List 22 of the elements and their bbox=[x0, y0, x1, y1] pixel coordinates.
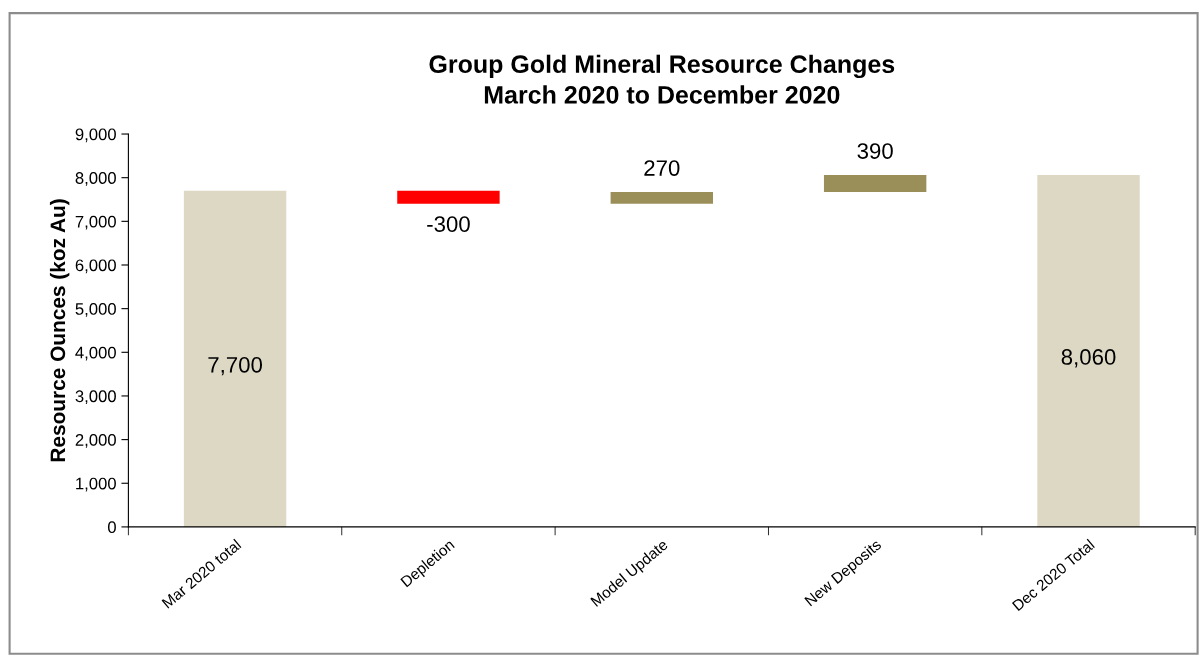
y-tick-label: 6,000 bbox=[75, 259, 116, 274]
y-tick-label: 7,000 bbox=[75, 215, 116, 230]
y-tick-label: 3,000 bbox=[75, 390, 116, 405]
bar bbox=[1037, 175, 1140, 527]
data-label: 270 bbox=[644, 160, 680, 176]
bar bbox=[823, 175, 927, 193]
data-label: 390 bbox=[857, 143, 893, 159]
bar bbox=[183, 190, 287, 527]
y-tick-label: 1,000 bbox=[76, 477, 116, 492]
data-label: 7,700 bbox=[208, 356, 263, 376]
bar bbox=[397, 190, 500, 204]
y-tick-label: 0 bbox=[107, 521, 116, 534]
data-label: 8,060 bbox=[1061, 349, 1116, 368]
chart-title: Group Gold Mineral Resource Changes March 2020 to December 2020 bbox=[429, 54, 895, 104]
bar bbox=[610, 192, 714, 204]
y-tick-label: 5,000 bbox=[75, 303, 116, 317]
y-axis-title: Resource Ounces (koz Au) bbox=[49, 199, 70, 462]
data-label: -300 bbox=[427, 216, 470, 232]
y-tick-label: 9,000 bbox=[75, 128, 116, 143]
y-tick-label: 8,000 bbox=[75, 172, 116, 186]
y-tick-label: 2,000 bbox=[75, 434, 116, 448]
y-tick-label: 4,000 bbox=[75, 346, 116, 361]
